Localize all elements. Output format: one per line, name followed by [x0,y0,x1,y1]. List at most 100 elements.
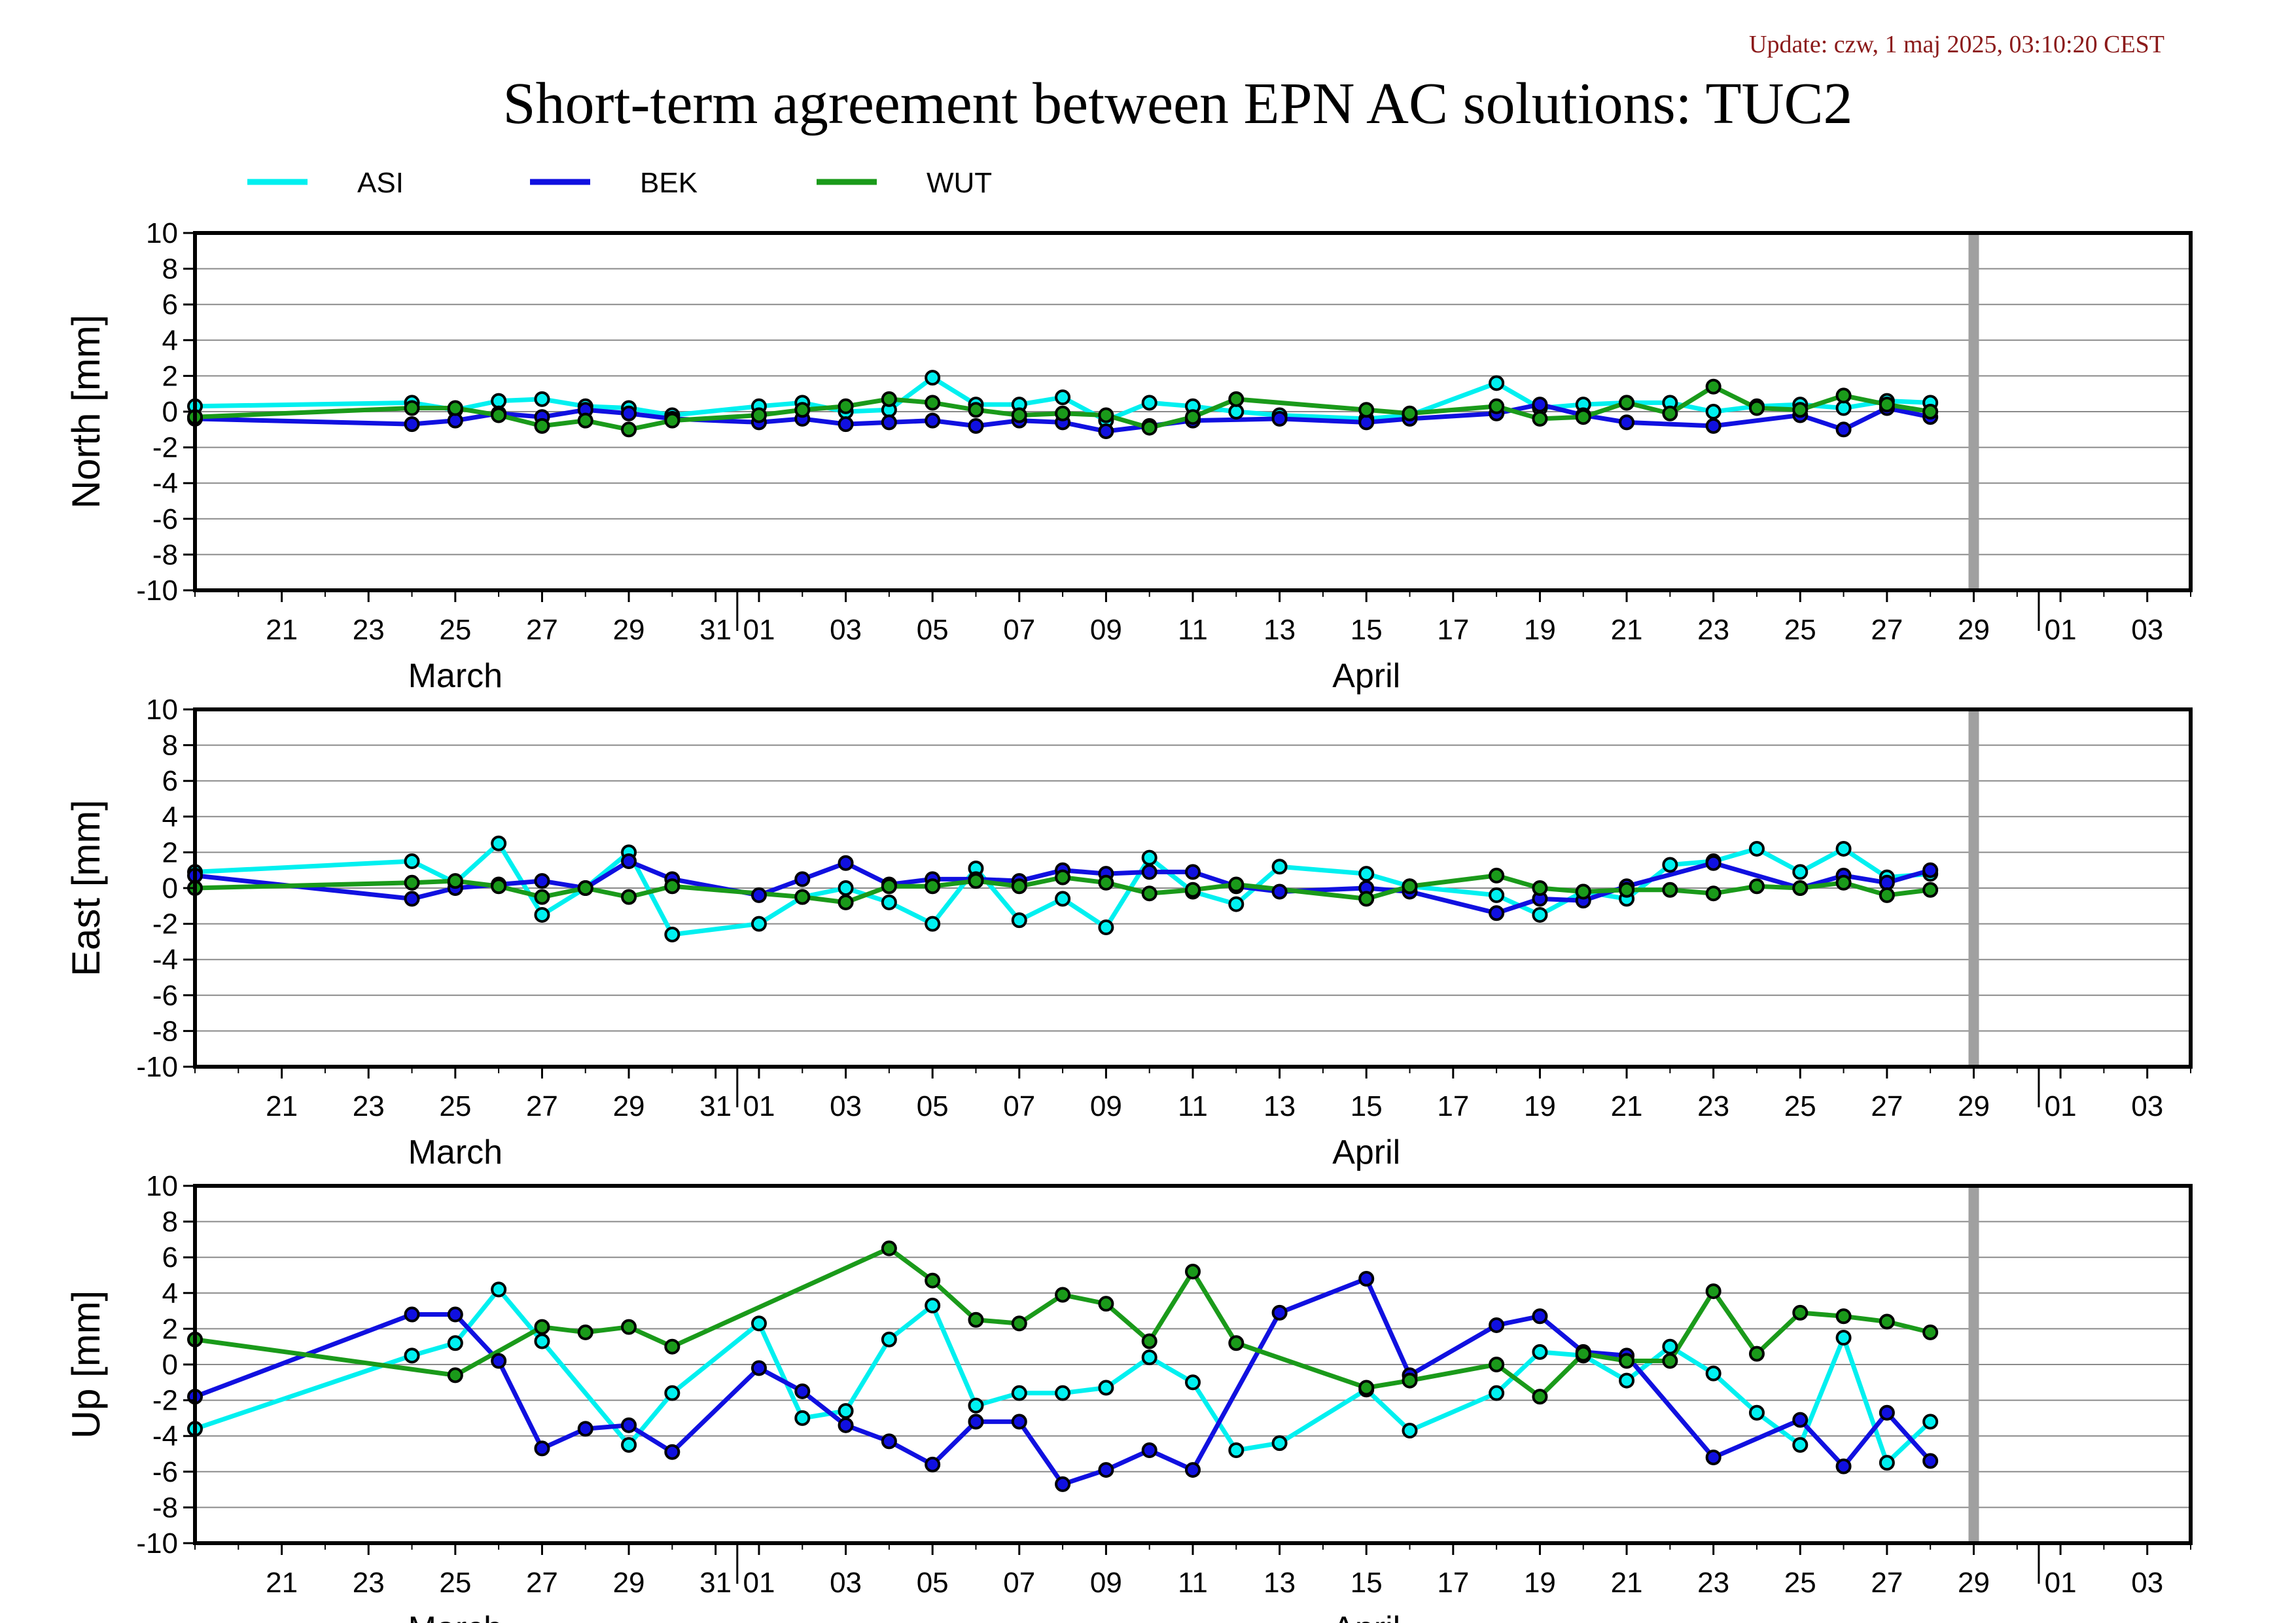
data-point-asi [1792,864,1809,880]
x-tick-label: 03 [830,614,862,646]
data-point-asi [1489,887,1505,903]
data-point-wut [447,873,463,889]
data-point-wut [664,878,680,895]
x-tick-label: 05 [917,614,949,646]
data-point-wut [925,395,941,411]
x-tick-label: 15 [1351,1090,1383,1122]
data-point-bek [1619,414,1635,431]
y-tick-label: -2 [152,1385,178,1417]
y-tick-label: -6 [152,980,178,1012]
data-point-wut [794,402,811,418]
y-tick-label: -10 [136,1527,178,1560]
data-point-bek [447,1306,463,1323]
data-point-wut [577,412,593,429]
x-tick-label: 01 [743,1567,775,1599]
data-point-asi [1748,840,1765,857]
x-tick-label: 31 [699,1567,732,1599]
y-axis-label: East [mm] [64,800,108,976]
data-point-asi [1835,840,1852,857]
data-point-bek [1098,423,1114,440]
data-point-bek [925,1456,941,1472]
series-line-asi [194,841,1931,937]
y-tick-label: -4 [152,1420,178,1452]
data-point-wut [1792,1304,1809,1321]
y-tick-label: -10 [136,1051,178,1083]
data-point-bek [1532,397,1548,413]
data-point-wut [1141,885,1157,902]
update-timestamp: Update: czw, 1 maj 2025, 03:10:20 CEST [1749,31,2164,58]
x-tick-label: 25 [439,1567,471,1599]
data-point-wut [1489,1357,1505,1372]
legend-item-wut: WUT [817,167,992,199]
data-point-asi [1055,1385,1071,1401]
data-point-asi [925,916,941,932]
data-point-asi [838,880,854,896]
data-point-wut [751,407,767,423]
data-point-wut [1358,1380,1375,1396]
data-point-asi [794,1410,811,1426]
y-tick-label: 2 [162,360,178,392]
x-tick-label: 27 [1871,614,1903,646]
x-tick-label: 27 [526,1090,558,1122]
data-point-asi [1532,1344,1548,1360]
y-tick-label: 6 [162,1241,178,1274]
data-point-bek [838,855,854,871]
x-tick-label: 11 [1178,614,1208,646]
data-point-wut [1748,1346,1765,1362]
data-point-wut [1228,1335,1245,1351]
data-point-asi [1619,1372,1635,1389]
data-point-bek [1489,905,1505,921]
x-tick-label: 17 [1437,1090,1469,1122]
x-tick-label: 15 [1351,614,1383,646]
data-point-asi [1141,849,1157,866]
data-point-bek [577,1421,593,1437]
x-tick-label: 25 [439,1090,471,1122]
data-point-asi [1228,1442,1245,1459]
data-point-asi [1141,395,1157,411]
data-point-asi [404,853,420,870]
data-point-wut [664,412,680,429]
y-tick-label: -10 [136,575,178,607]
data-point-wut [1835,1308,1852,1325]
data-point-asi [1402,1423,1418,1439]
data-point-asi [1271,1435,1288,1452]
data-point-wut [404,874,420,891]
data-point-asi [925,370,941,386]
data-point-wut [1358,891,1375,907]
data-point-bek [1185,864,1201,880]
data-point-bek [1922,862,1939,878]
data-point-bek [1879,1404,1895,1421]
x-tick-label: 03 [2131,1567,2163,1599]
data-point-wut [1792,402,1809,418]
data-point-bek [664,1444,680,1460]
y-tick-label: -4 [152,944,178,976]
data-point-asi [1662,857,1678,873]
y-tick-label: -6 [152,1456,178,1488]
data-point-wut [1011,407,1027,423]
month-label: April [1332,1133,1400,1171]
x-tick-label: 23 [353,1567,385,1599]
x-tick-label: 25 [439,614,471,646]
data-point-wut [664,1338,680,1355]
y-axis-label: Up [mm] [64,1291,108,1439]
data-point-asi [1141,1349,1157,1366]
y-tick-label: 10 [146,217,178,249]
series-line-asi [194,375,1931,423]
data-point-asi [925,1297,941,1313]
data-point-wut [838,398,854,414]
x-tick-label: 03 [830,1090,862,1122]
x-tick-label: 21 [1611,1090,1643,1122]
x-tick-label: 11 [1178,1090,1208,1122]
data-point-wut [404,400,420,416]
data-point-wut [1011,878,1027,895]
data-point-bek [1358,1270,1375,1287]
data-point-bek [1922,1453,1939,1469]
data-point-wut [1792,880,1809,896]
x-tick-label: 27 [1871,1567,1903,1599]
data-point-bek [1141,864,1157,880]
data-point-asi [1532,906,1548,923]
y-tick-label: 10 [146,1170,178,1202]
data-point-wut [881,391,897,407]
